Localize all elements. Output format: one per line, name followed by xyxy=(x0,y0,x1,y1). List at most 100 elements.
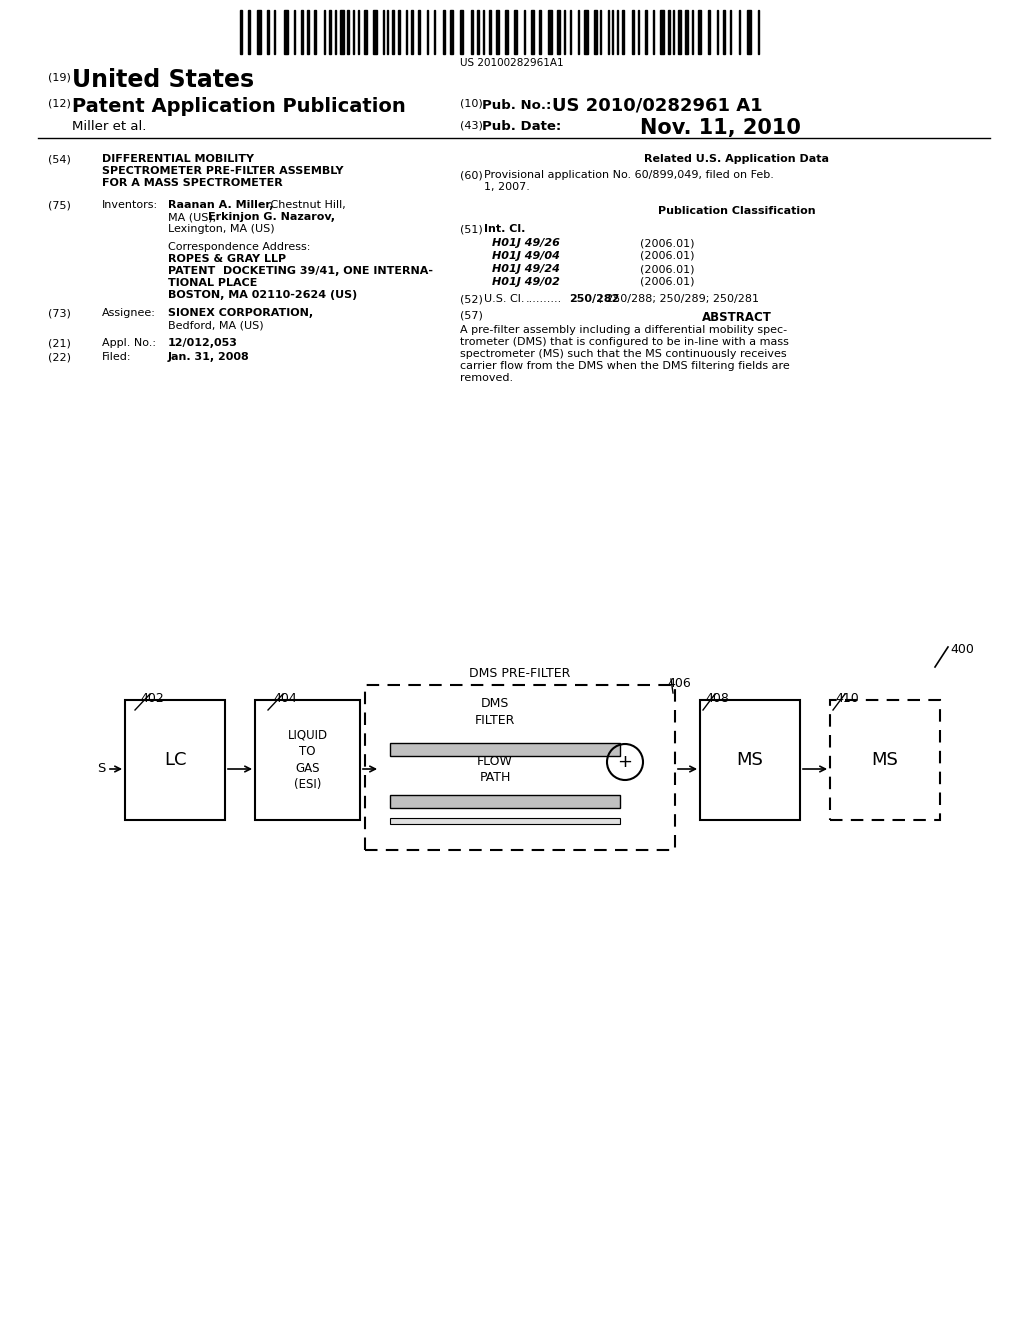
Text: (43): (43) xyxy=(460,120,483,129)
Text: ROPES & GRAY LLP: ROPES & GRAY LLP xyxy=(168,253,286,264)
Bar xyxy=(548,11,552,54)
Text: (2006.01): (2006.01) xyxy=(640,251,694,261)
Bar xyxy=(307,11,309,54)
Bar xyxy=(622,11,624,54)
Bar xyxy=(390,818,620,824)
Bar xyxy=(496,11,499,54)
Text: (73): (73) xyxy=(48,308,71,318)
Text: removed.: removed. xyxy=(460,374,513,383)
Text: (2006.01): (2006.01) xyxy=(640,264,694,275)
Text: Chestnut Hill,: Chestnut Hill, xyxy=(267,201,346,210)
Text: 404: 404 xyxy=(273,692,297,705)
Text: (2006.01): (2006.01) xyxy=(640,277,694,286)
Bar xyxy=(364,11,367,54)
Text: MA (US);: MA (US); xyxy=(168,213,220,222)
Text: Pub. No.:: Pub. No.: xyxy=(482,99,551,112)
Text: 408: 408 xyxy=(705,692,729,705)
Text: 402: 402 xyxy=(140,692,164,705)
Text: (19): (19) xyxy=(48,73,71,83)
Bar xyxy=(365,685,675,850)
Text: SIONEX CORPORATION,: SIONEX CORPORATION, xyxy=(168,308,313,318)
Text: Jan. 31, 2008: Jan. 31, 2008 xyxy=(168,352,250,362)
Bar xyxy=(418,11,420,54)
Text: spectrometer (MS) such that the MS continuously receives: spectrometer (MS) such that the MS conti… xyxy=(460,348,786,359)
Text: U.S. Cl.: U.S. Cl. xyxy=(484,294,524,304)
Text: (2006.01): (2006.01) xyxy=(640,238,694,248)
Text: (57): (57) xyxy=(460,312,483,321)
Text: DMS
FILTER: DMS FILTER xyxy=(475,697,515,726)
Bar xyxy=(660,11,664,54)
Text: (60): (60) xyxy=(460,170,482,180)
Text: S: S xyxy=(97,763,105,776)
Text: ..........: .......... xyxy=(526,294,562,304)
Text: Miller et al.: Miller et al. xyxy=(72,120,146,133)
Text: H01J 49/26: H01J 49/26 xyxy=(492,238,560,248)
Text: 1, 2007.: 1, 2007. xyxy=(484,182,529,191)
Text: Inventors:: Inventors: xyxy=(102,201,158,210)
Text: 410: 410 xyxy=(835,692,859,705)
Bar xyxy=(471,11,473,54)
Bar xyxy=(373,11,377,54)
Bar xyxy=(557,11,560,54)
Bar xyxy=(248,11,250,54)
Bar xyxy=(240,11,242,54)
Bar xyxy=(390,795,620,808)
Text: DMS PRE-FILTER: DMS PRE-FILTER xyxy=(469,667,570,680)
Bar xyxy=(392,11,394,54)
Bar xyxy=(443,11,445,54)
Bar xyxy=(531,11,534,54)
Bar xyxy=(340,11,344,54)
Text: Lexington, MA (US): Lexington, MA (US) xyxy=(168,224,274,234)
Bar xyxy=(125,700,225,820)
Bar xyxy=(594,11,597,54)
Bar xyxy=(746,11,751,54)
Text: A pre-filter assembly including a differential mobility spec-: A pre-filter assembly including a differ… xyxy=(460,325,787,335)
Text: DIFFERENTIAL MOBILITY: DIFFERENTIAL MOBILITY xyxy=(102,154,254,164)
Bar xyxy=(460,11,463,54)
Text: (10): (10) xyxy=(460,99,482,110)
Text: 400: 400 xyxy=(950,643,974,656)
Bar xyxy=(489,11,490,54)
Text: LC: LC xyxy=(164,751,186,770)
Text: (52): (52) xyxy=(460,294,483,304)
Text: Assignee:: Assignee: xyxy=(102,308,156,318)
Text: Patent Application Publication: Patent Application Publication xyxy=(72,96,406,116)
Bar xyxy=(255,700,360,820)
Bar xyxy=(505,11,508,54)
Bar xyxy=(632,11,634,54)
Text: Provisional application No. 60/899,049, filed on Feb.: Provisional application No. 60/899,049, … xyxy=(484,170,774,180)
Bar xyxy=(257,11,261,54)
Text: trometer (DMS) that is configured to be in-line with a mass: trometer (DMS) that is configured to be … xyxy=(460,337,788,347)
Bar xyxy=(698,11,701,54)
Bar xyxy=(390,743,620,756)
Text: (54): (54) xyxy=(48,154,71,164)
Text: (21): (21) xyxy=(48,338,71,348)
Text: 12/012,053: 12/012,053 xyxy=(168,338,238,348)
Text: MS: MS xyxy=(736,751,764,770)
Bar xyxy=(411,11,413,54)
Bar xyxy=(477,11,479,54)
Bar xyxy=(514,11,517,54)
Bar xyxy=(645,11,647,54)
Text: BOSTON, MA 02110-2624 (US): BOSTON, MA 02110-2624 (US) xyxy=(168,290,357,300)
Bar xyxy=(347,11,349,54)
Text: (22): (22) xyxy=(48,352,71,362)
Text: ABSTRACT: ABSTRACT xyxy=(702,312,772,323)
Text: (12): (12) xyxy=(48,99,71,110)
Text: PATENT  DOCKETING 39/41, ONE INTERNA-: PATENT DOCKETING 39/41, ONE INTERNA- xyxy=(168,267,433,276)
Text: FOR A MASS SPECTROMETER: FOR A MASS SPECTROMETER xyxy=(102,178,283,187)
Text: 406: 406 xyxy=(667,677,691,690)
Bar xyxy=(584,11,588,54)
Bar xyxy=(668,11,670,54)
Text: carrier flow from the DMS when the DMS filtering fields are: carrier flow from the DMS when the DMS f… xyxy=(460,360,790,371)
Text: H01J 49/04: H01J 49/04 xyxy=(492,251,560,261)
Bar xyxy=(723,11,725,54)
Text: Erkinjon G. Nazarov,: Erkinjon G. Nazarov, xyxy=(208,213,335,222)
Text: Nov. 11, 2010: Nov. 11, 2010 xyxy=(640,117,801,139)
Bar xyxy=(301,11,303,54)
Bar xyxy=(830,700,940,820)
Text: MS: MS xyxy=(871,751,898,770)
Bar xyxy=(678,11,681,54)
Text: H01J 49/02: H01J 49/02 xyxy=(492,277,560,286)
Text: Related U.S. Application Data: Related U.S. Application Data xyxy=(644,154,829,164)
